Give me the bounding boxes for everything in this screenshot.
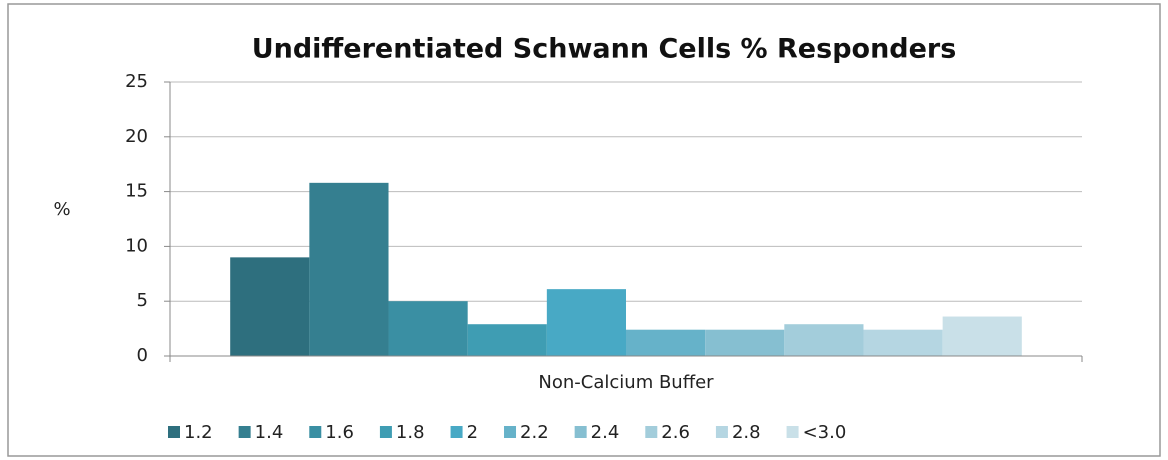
legend-swatch [168, 426, 180, 438]
legend-label: 2.4 [591, 422, 620, 443]
bar [309, 182, 389, 356]
bar [626, 329, 706, 356]
chart-frame [7, 3, 1161, 457]
bar [467, 324, 547, 356]
legend-swatch [309, 426, 322, 438]
legend-label: 2.8 [732, 422, 761, 443]
legend-label: 2 [467, 422, 478, 443]
legend-label: 1.6 [325, 422, 354, 443]
y-tick-label: 10 [125, 235, 148, 256]
bar [705, 329, 785, 356]
legend-swatch [645, 426, 658, 438]
legend-swatch [238, 426, 251, 438]
bar [388, 301, 468, 356]
chart-title: Undifferentiated Schwann Cells % Respond… [252, 34, 957, 65]
legend-swatch [574, 426, 587, 438]
y-tick-label: 20 [125, 126, 148, 147]
bar [784, 324, 864, 356]
legend-label: 1.2 [184, 422, 213, 443]
legend-swatch [379, 426, 392, 438]
bar [546, 289, 626, 356]
y-tick-label: 5 [137, 290, 148, 311]
y-tick-label: 0 [137, 345, 148, 366]
legend-swatch [715, 426, 728, 438]
y-axis-label: % [53, 199, 70, 220]
legend-label: 1.8 [396, 422, 425, 443]
bar [942, 316, 1022, 356]
y-tick-label: 25 [125, 71, 148, 92]
legend-label: 2.2 [520, 422, 549, 443]
legend-label: 2.6 [661, 422, 690, 443]
legend-swatch [504, 426, 517, 438]
bar [863, 329, 943, 356]
x-tick-label: Non-Calcium Buffer [538, 372, 714, 393]
legend-label: 1.4 [255, 422, 284, 443]
legend-swatch [786, 426, 799, 438]
legend-label: <3.0 [803, 422, 847, 443]
y-tick-label: 15 [125, 181, 148, 202]
legend-swatch [450, 426, 463, 438]
bar [230, 257, 310, 356]
